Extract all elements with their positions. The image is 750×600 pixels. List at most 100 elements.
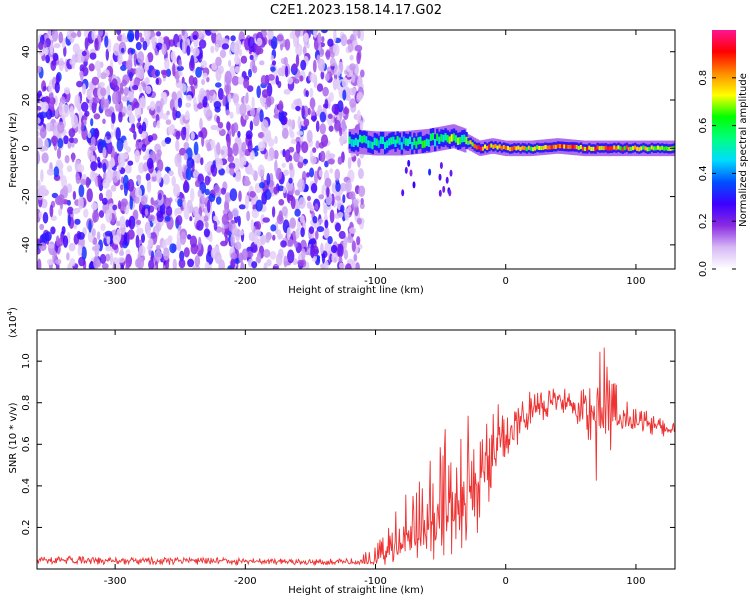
spectrogram-cell bbox=[245, 196, 249, 210]
spectrogram-cell bbox=[338, 262, 345, 269]
spectrogram-cell bbox=[609, 146, 612, 151]
spectrogram-cell bbox=[309, 87, 314, 98]
spectrogram-cell bbox=[348, 136, 351, 144]
spectrogram-cell bbox=[324, 260, 329, 269]
spectrogram-cell bbox=[44, 138, 49, 151]
spectrogram-cell bbox=[281, 127, 289, 140]
spectrogram-cell bbox=[277, 229, 282, 240]
spectrogram-cell bbox=[81, 246, 87, 260]
spectrogram-cell bbox=[225, 109, 231, 116]
colorbar-tick-label: 0.4 bbox=[698, 165, 709, 181]
spectrogram-cell bbox=[611, 146, 614, 151]
spectrogram-cell bbox=[325, 49, 331, 60]
spectrogram-cell bbox=[327, 236, 333, 245]
spectrogram-cell bbox=[227, 154, 235, 163]
spectrogram-cell bbox=[255, 199, 263, 212]
spectrogram-cell bbox=[349, 221, 354, 228]
spectrogram-cell bbox=[504, 145, 508, 150]
spectrogram-cell bbox=[351, 260, 356, 269]
spectrogram-cell bbox=[448, 136, 451, 144]
spectrogram-cell bbox=[66, 165, 73, 173]
spectrogram-cell bbox=[140, 37, 145, 43]
spectrogram-cell bbox=[175, 130, 181, 140]
spectrogram-cell bbox=[515, 146, 518, 151]
spectrogram-cell bbox=[297, 259, 305, 267]
spectrogram-cell bbox=[278, 109, 285, 123]
spectrogram-cell bbox=[221, 213, 229, 225]
spectrogram-cell bbox=[517, 145, 520, 150]
spectrogram-cell bbox=[592, 146, 595, 151]
spectrogram-cell bbox=[299, 215, 305, 223]
spectrogram-cell bbox=[164, 238, 172, 246]
spectrogram-cell bbox=[315, 120, 320, 133]
spectrogram-cell bbox=[275, 75, 279, 86]
spectrogram-cell bbox=[646, 147, 649, 152]
spectrogram-cell bbox=[152, 36, 156, 51]
spectrogram-cell bbox=[565, 144, 568, 149]
spectrogram-cell bbox=[227, 93, 232, 103]
spectrogram-cell bbox=[111, 112, 116, 124]
spectrogram-cell bbox=[359, 30, 365, 42]
spectrogram-cell bbox=[586, 147, 589, 152]
spectrogram-cell bbox=[245, 130, 253, 140]
spectrogram-cell bbox=[305, 90, 309, 98]
spectrogram-cell bbox=[145, 85, 152, 95]
spectrogram-cell bbox=[259, 182, 265, 189]
spectrogram-cell bbox=[295, 141, 301, 154]
spectrogram-cell bbox=[155, 100, 163, 113]
spectrogram-cell bbox=[56, 147, 62, 159]
spectrogram-cell bbox=[356, 236, 361, 246]
spectrogram-cell bbox=[297, 178, 305, 193]
spectrogram-cell bbox=[351, 74, 356, 83]
y-tick-label: 0.2 bbox=[21, 519, 32, 535]
spectrogram-cell bbox=[348, 191, 356, 200]
spectrogram-cell bbox=[46, 258, 54, 266]
spectrogram-cell bbox=[448, 189, 452, 197]
spectrogram-cell bbox=[47, 100, 55, 111]
spectrogram-cell bbox=[337, 211, 344, 219]
spectrogram-cell bbox=[41, 152, 49, 164]
spectrogram-cell bbox=[156, 170, 162, 184]
spectrogram-cell bbox=[361, 135, 364, 144]
spectrogram-cell bbox=[101, 197, 108, 205]
spectrogram-cell bbox=[295, 54, 300, 67]
spectrogram-cell bbox=[334, 168, 341, 181]
spectrogram-cell bbox=[183, 152, 188, 161]
spectrogram-cell bbox=[137, 176, 142, 186]
spectrogram-cell bbox=[328, 125, 334, 132]
spectrogram-cell bbox=[45, 108, 53, 120]
spectrogram-cell bbox=[300, 227, 305, 238]
spectrogram-cell bbox=[409, 136, 412, 144]
spectrogram-cell bbox=[110, 184, 117, 192]
spectrogram-cell bbox=[171, 91, 177, 101]
spectrogram-cell bbox=[195, 66, 203, 78]
spectrogram-cell bbox=[91, 228, 96, 237]
spectrogram-cell bbox=[419, 136, 422, 144]
spectrogram-cell bbox=[296, 130, 304, 136]
spectrogram-cell bbox=[77, 232, 85, 240]
spectrogram-cell bbox=[187, 258, 195, 268]
spectrogram-cell bbox=[256, 85, 262, 99]
spectrogram-cell bbox=[298, 156, 304, 163]
spectrogram-cell bbox=[427, 139, 431, 147]
spectrogram-cell bbox=[324, 177, 332, 188]
spectrogram-cell bbox=[345, 95, 351, 101]
spectrogram-cell bbox=[146, 180, 152, 193]
spectrogram-cell bbox=[590, 146, 593, 151]
spectrogram-cell bbox=[38, 211, 43, 219]
spectrogram-cell bbox=[136, 219, 141, 225]
spectrogram-cell bbox=[104, 35, 109, 48]
spectrogram-cell bbox=[213, 215, 218, 221]
spectrogram-cell bbox=[237, 130, 241, 138]
spectrogram-cell bbox=[222, 209, 228, 215]
spectrogram-cell bbox=[155, 69, 160, 77]
spectrogram-cell bbox=[439, 162, 443, 169]
spectrogram-cell bbox=[349, 54, 354, 61]
spectrogram-cell bbox=[278, 210, 283, 222]
spectrogram-cell bbox=[251, 261, 258, 269]
spectrogram-cell bbox=[105, 245, 112, 252]
spectrogram-cell bbox=[112, 234, 121, 245]
spectrogram-cell bbox=[438, 136, 441, 144]
spectrogram-cells bbox=[37, 30, 675, 269]
spectrogram-cell bbox=[46, 168, 55, 176]
